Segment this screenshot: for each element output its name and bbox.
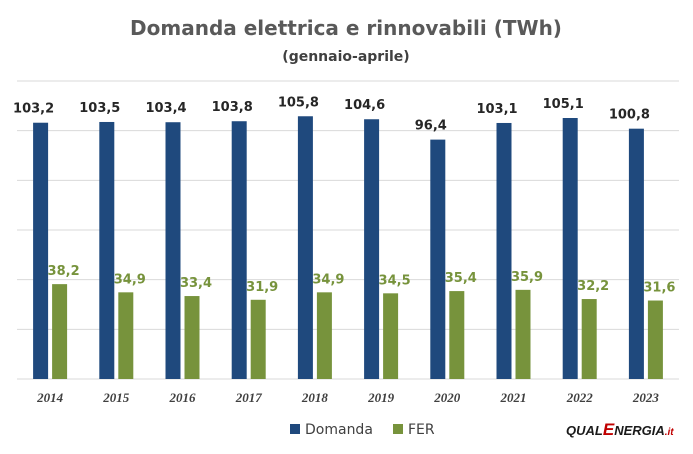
x-tick-2023: 2023 — [632, 390, 660, 405]
data-label-domanda-2023: 100,8 — [609, 108, 650, 123]
bars — [33, 116, 663, 380]
bar-fer-2017 — [250, 299, 266, 379]
bar-fer-2019 — [383, 293, 399, 379]
legend-swatch-fer — [393, 424, 403, 434]
logo-part-nergia: NERGIA — [614, 423, 665, 438]
data-label-fer-2019: 34,5 — [379, 273, 411, 288]
data-label-domanda-2018: 105,8 — [278, 95, 319, 110]
chart-title: Domanda elettrica e rinnovabili (TWh) — [130, 16, 562, 40]
bar-fer-2022 — [581, 299, 597, 379]
bar-domanda-2016 — [165, 122, 181, 380]
x-tick-2017: 2017 — [235, 390, 263, 405]
x-tick-2015: 2015 — [102, 390, 130, 405]
bar-domanda-2019 — [364, 119, 380, 379]
x-tick-2020: 2020 — [433, 390, 461, 405]
data-label-fer-2017: 31,9 — [246, 280, 278, 295]
data-label-domanda-2014: 103,2 — [13, 102, 54, 117]
data-label-domanda-2021: 103,1 — [476, 102, 517, 117]
brand-logo: QUALENERGIA.it — [566, 420, 674, 439]
bar-fer-2016 — [184, 296, 200, 379]
legend: Domanda FER — [290, 422, 435, 438]
x-tick-2014: 2014 — [36, 390, 64, 405]
data-label-fer-2014: 38,2 — [48, 264, 80, 279]
data-label-fer-2022: 32,2 — [577, 279, 609, 294]
data-labels: 103,2 38,2 103,5 34,9 103,4 33,4 103,8 31,9 105,… — [13, 95, 675, 295]
x-tick-2021: 2021 — [500, 390, 527, 405]
bar-fer-2020 — [449, 291, 465, 379]
x-tick-2022: 2022 — [566, 390, 594, 405]
data-label-fer-2023: 31,6 — [643, 281, 675, 296]
legend-swatch-domanda — [290, 424, 300, 434]
x-tick-2016: 2016 — [169, 390, 197, 405]
bar-domanda-2020 — [430, 139, 446, 379]
data-label-fer-2021: 35,9 — [511, 270, 543, 285]
data-label-fer-2016: 33,4 — [180, 276, 212, 291]
data-label-domanda-2016: 103,4 — [145, 101, 186, 116]
svg-text:QUALENERGIA.it: QUALENERGIA.it — [566, 420, 674, 439]
chart-subtitle: (gennaio-aprile) — [282, 49, 409, 65]
data-label-domanda-2019: 104,6 — [344, 98, 385, 113]
bar-domanda-2014 — [33, 122, 49, 379]
bar-fer-2023 — [647, 300, 663, 379]
x-axis-ticks: 2014 2015 2016 2017 2018 2019 2020 2021 2022 2023 — [36, 390, 659, 405]
data-label-fer-2020: 35,4 — [445, 271, 477, 286]
data-label-domanda-2017: 103,8 — [212, 100, 253, 115]
logo-part-qual: QUAL — [566, 423, 603, 438]
logo-part-it: .it — [665, 427, 675, 438]
data-label-fer-2015: 34,9 — [114, 272, 146, 287]
data-label-domanda-2015: 103,5 — [79, 101, 120, 116]
legend-label-domanda: Domanda — [305, 422, 373, 438]
bar-fer-2021 — [515, 289, 531, 379]
bar-domanda-2023 — [628, 128, 644, 379]
bar-domanda-2015 — [99, 121, 115, 379]
bar-fer-2014 — [52, 284, 68, 379]
logo-part-e: E — [603, 420, 615, 439]
bar-fer-2015 — [118, 292, 134, 379]
bar-domanda-2021 — [496, 122, 512, 380]
data-label-domanda-2020: 96,4 — [415, 119, 447, 134]
gridlines — [17, 80, 679, 380]
x-tick-2019: 2019 — [367, 390, 395, 405]
data-label-fer-2018: 34,9 — [312, 272, 344, 287]
data-label-domanda-2022: 105,1 — [543, 97, 584, 112]
bar-domanda-2018 — [297, 116, 313, 379]
bar-fer-2018 — [316, 292, 332, 379]
bar-domanda-2022 — [562, 118, 578, 380]
bar-domanda-2017 — [231, 121, 247, 379]
legend-label-fer: FER — [408, 422, 435, 438]
x-tick-2018: 2018 — [301, 390, 329, 405]
